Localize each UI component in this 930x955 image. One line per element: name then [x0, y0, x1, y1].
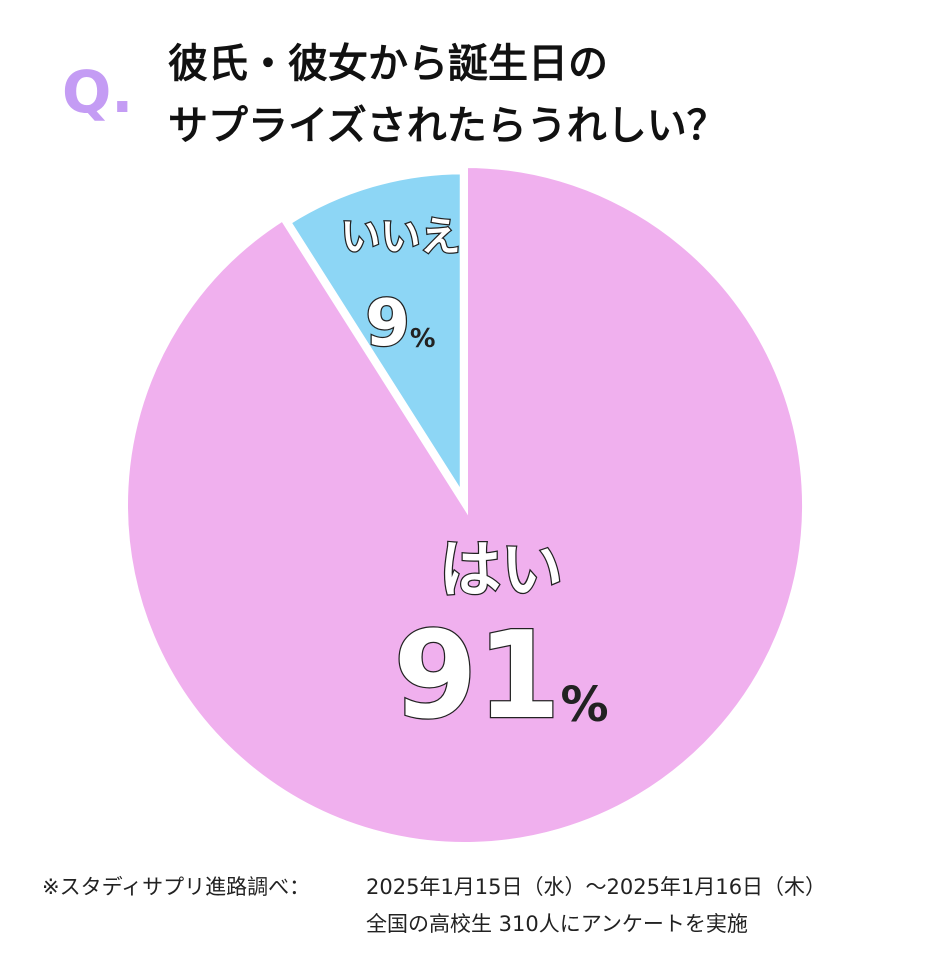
- slice-name: いいえ: [340, 214, 460, 260]
- question-prefix: Q.: [62, 58, 133, 126]
- chart-title: 彼氏・彼女から誕生日の: [168, 41, 608, 87]
- source-note: 2025年1月15日（水）～2025年1月16日（木）: [366, 875, 826, 899]
- slice-value: 9%: [365, 287, 435, 361]
- chart-title: サプライズされたらうれしい？: [168, 103, 727, 149]
- source-note: ※スタディサプリ進路調べ：: [42, 875, 310, 899]
- slice-name: はい: [439, 533, 563, 606]
- source-note: 全国の高校生 310人にアンケートを実施: [366, 912, 748, 936]
- pie-slice: [283, 168, 466, 508]
- slice-value: 91%: [393, 607, 608, 746]
